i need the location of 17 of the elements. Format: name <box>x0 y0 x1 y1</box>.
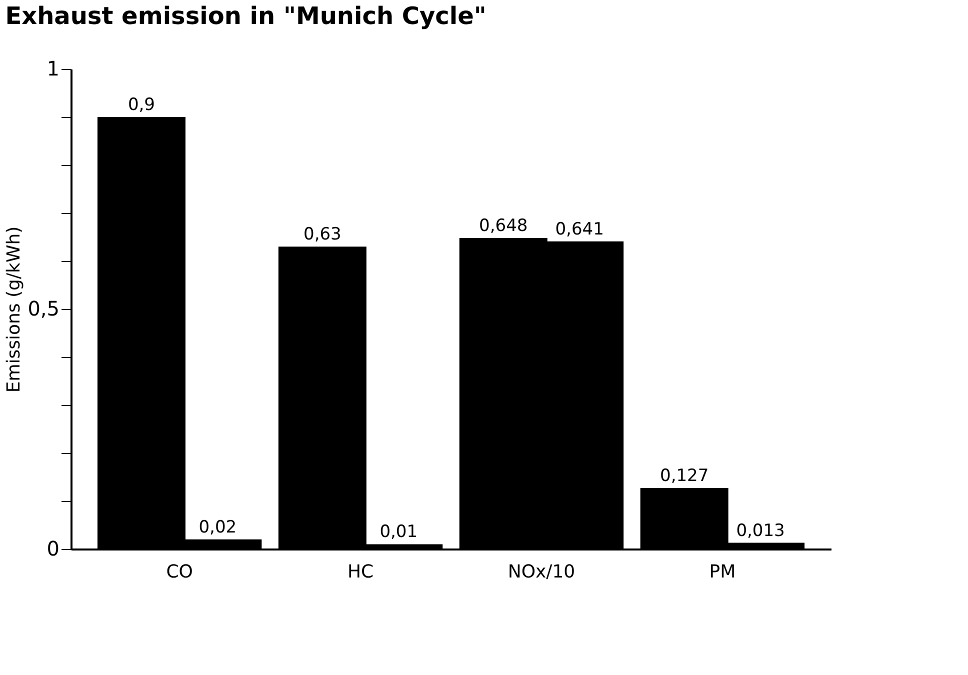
y-tick-label: 0,5 <box>28 296 60 320</box>
data-label: 0,013 <box>736 520 785 541</box>
y-tick-label: 0 <box>46 536 60 560</box>
chart-title: Exhaust emission in "Munich Cycle" <box>5 2 486 30</box>
data-label: 0,63 <box>304 224 342 245</box>
x-tick-label: NOx/10 <box>508 562 576 582</box>
data-label: 0,9 <box>128 95 155 115</box>
data-label: 0,127 <box>660 466 709 486</box>
data-label: 0,641 <box>555 219 604 240</box>
x-tick-label: CO <box>166 562 193 582</box>
x-tick-label: PM <box>709 562 736 582</box>
y-axis-title: Emissions (g/kWh) <box>4 226 25 393</box>
data-label: 0,02 <box>198 517 237 538</box>
data-label: 0,01 <box>380 522 418 542</box>
data-label: 0,648 <box>479 216 528 236</box>
x-tick-label: HC <box>347 562 374 582</box>
y-tick-label: 1 <box>46 56 60 80</box>
